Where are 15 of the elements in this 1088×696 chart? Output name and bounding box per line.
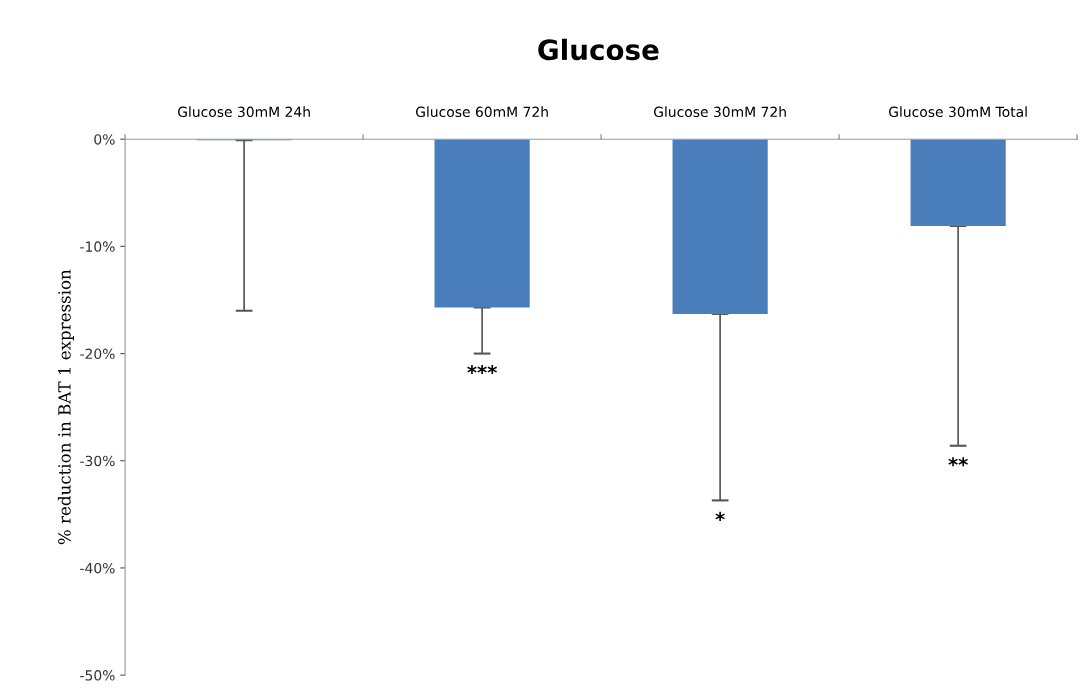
- annotation: *: [715, 511, 725, 521]
- x-tick-label: Glucose 30mM 72h: [653, 106, 786, 118]
- y-tick-label: -50%: [80, 670, 115, 681]
- x-tick-label: Glucose 30mM 24h: [177, 106, 310, 118]
- annotation: ***: [467, 365, 497, 375]
- y-tick-label: -10%: [80, 241, 115, 252]
- x-tick-label: Glucose 30mM Total: [889, 106, 1027, 118]
- y-tick-label: -30%: [80, 455, 115, 467]
- chart-title: Glucose: [538, 38, 659, 61]
- y-axis-title: % reduction in BAT 1 expression: [57, 269, 74, 545]
- y-tick-label: -40%: [80, 562, 115, 574]
- x-tick-label: Glucose 60mM 72h: [415, 106, 548, 118]
- y-tick-label: -20%: [80, 348, 115, 360]
- y-tick-label: 0%: [94, 134, 115, 145]
- annotation: **: [948, 457, 968, 467]
